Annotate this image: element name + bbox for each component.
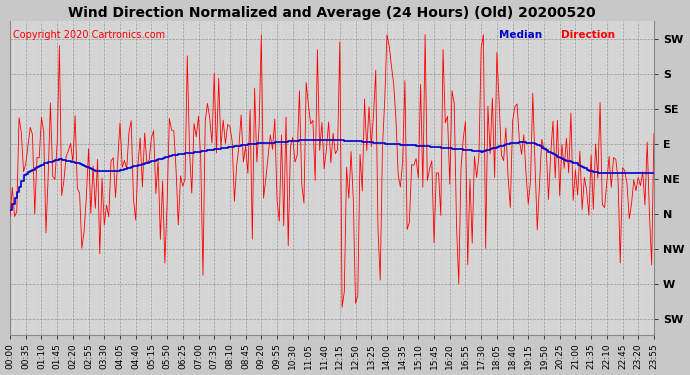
Title: Wind Direction Normalized and Average (24 Hours) (Old) 20200520: Wind Direction Normalized and Average (2… xyxy=(68,6,595,20)
Text: Direction: Direction xyxy=(560,30,615,40)
Text: Median: Median xyxy=(500,30,542,40)
Text: Copyright 2020 Cartronics.com: Copyright 2020 Cartronics.com xyxy=(13,30,166,40)
